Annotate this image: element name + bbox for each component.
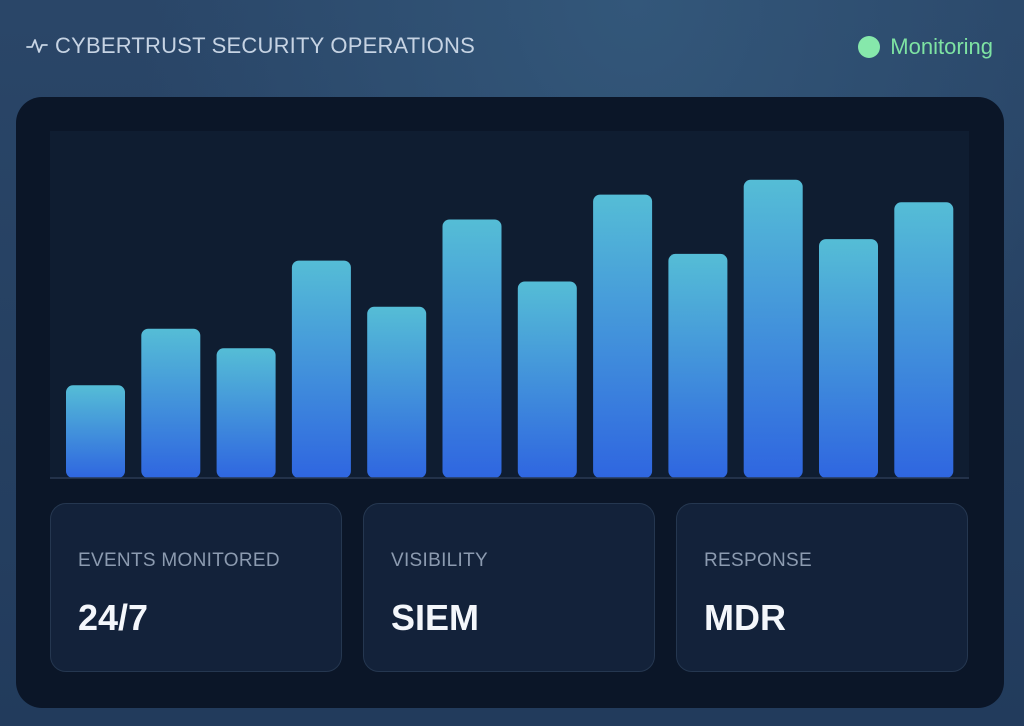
stat-value: SIEM [391, 597, 480, 638]
stat-value: MDR [704, 597, 786, 638]
stat-card-response: RESPONSE MDR [676, 503, 968, 672]
stat-label: RESPONSE [704, 550, 812, 571]
app-title: CYBERTRUST SECURITY OPERATIONS [55, 33, 476, 58]
stat-label: VISIBILITY [391, 550, 488, 571]
chart-bar [593, 194, 653, 478]
stat-card-events: EVENTS MONITORED 24/7 [50, 503, 342, 672]
status-label: Monitoring [890, 34, 993, 59]
chart-bar [517, 281, 577, 478]
status-dot [858, 36, 881, 58]
chart-bar [141, 328, 201, 478]
chart-bar [819, 239, 878, 478]
brand: CYBERTRUST SECURITY OPERATIONS [26, 33, 475, 59]
chart-bar [66, 385, 125, 478]
dashboard-card: EVENTS MONITORED 24/7 VISIBILITY SIEM RE… [16, 97, 1004, 708]
stat-card-visibility: VISIBILITY SIEM [363, 503, 655, 672]
activity-chart-panel [50, 131, 969, 479]
header: CYBERTRUST SECURITY OPERATIONS Monitorin… [0, 0, 1024, 96]
stats-row: EVENTS MONITORED 24/7 VISIBILITY SIEM RE… [50, 503, 970, 674]
stat-label: EVENTS MONITORED [78, 550, 280, 571]
chart-bar [668, 253, 728, 478]
pulse-icon [26, 39, 48, 53]
chart-bar [442, 219, 502, 478]
chart-bar [367, 306, 427, 478]
chart-bar [894, 202, 954, 479]
chart-bar [291, 260, 351, 478]
stat-value: 24/7 [78, 597, 149, 638]
activity-bar-chart [50, 179, 969, 479]
status-indicator: Monitoring [858, 34, 993, 60]
chart-bar [743, 179, 803, 479]
chart-bar [216, 348, 276, 478]
